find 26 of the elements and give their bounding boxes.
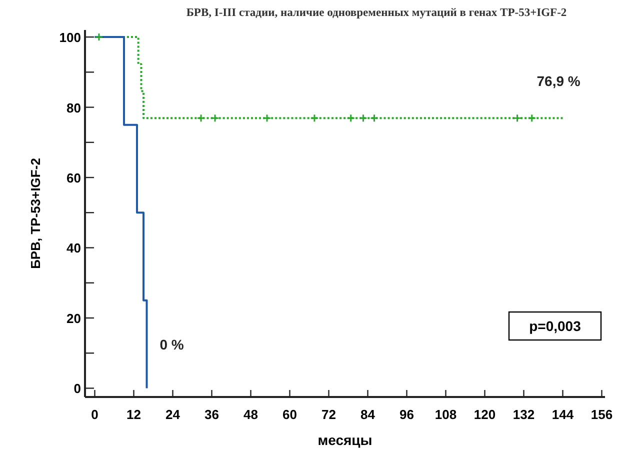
y-tick-label: 40 (66, 240, 81, 256)
x-tick-label: 108 (434, 407, 457, 422)
x-tick-label: 60 (282, 407, 297, 422)
x-tick-label: 144 (552, 407, 574, 422)
x-tick-label: 132 (512, 407, 535, 422)
y-tick-label: 100 (59, 30, 81, 46)
y-axis-title: БРВ, TP-53+IGF-2 (28, 158, 43, 269)
y-tick-label: 60 (66, 170, 81, 186)
annotation: p=0,003 (529, 318, 582, 334)
x-axis-title: месяцы (318, 432, 372, 448)
x-tick-label: 96 (400, 407, 414, 422)
annotation: 0 % (160, 336, 184, 353)
x-tick-label: 0 (91, 407, 98, 422)
x-tick-label: 48 (244, 407, 258, 422)
x-tick-label: 24 (166, 407, 181, 422)
x-tick-label: 36 (204, 407, 219, 422)
x-tick-label: 156 (590, 407, 613, 422)
x-tick-label: 120 (474, 407, 496, 422)
annotation: 76,9 % (536, 73, 581, 90)
x-tick-label: 84 (360, 407, 376, 422)
x-tick-label: 72 (322, 407, 336, 422)
y-tick-label: 0 (74, 381, 81, 396)
x-tick-label: 12 (126, 407, 141, 422)
y-tick-label: 80 (66, 100, 81, 116)
chart-title: БРВ, I-III стадии, наличие одновременных мутаций в генах TP-53+IGF-2 (186, 7, 567, 19)
y-tick-label: 20 (66, 310, 81, 326)
